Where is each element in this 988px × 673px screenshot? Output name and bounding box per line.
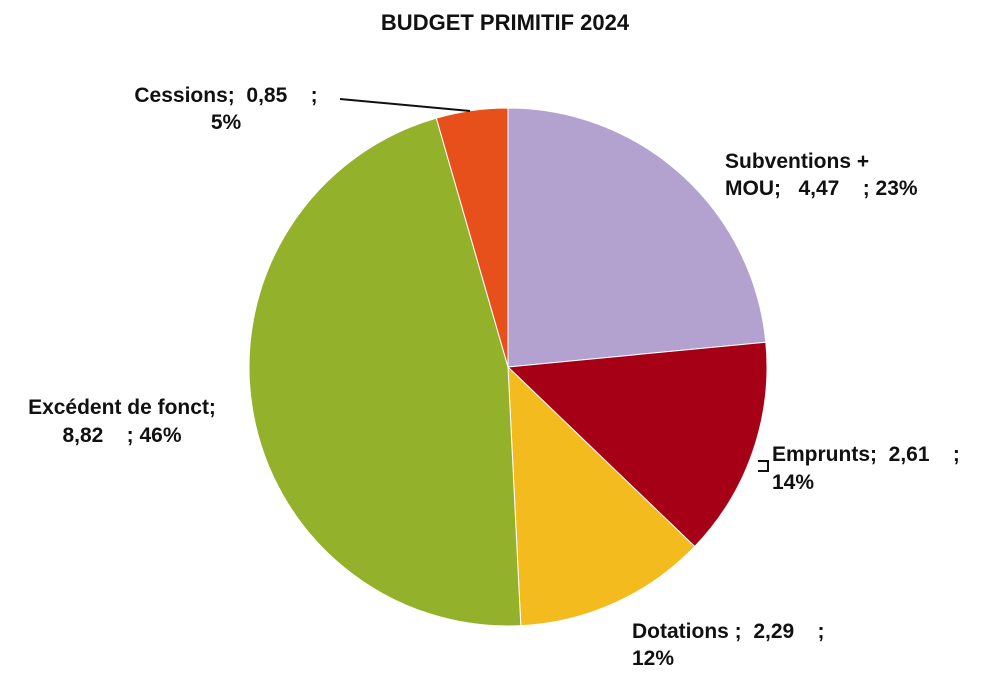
slice-label-cessions: Cessions; 0,85 ; 5% [134, 84, 317, 134]
slice-label-dotations: Dotations ; 2,29 ; 12% [632, 620, 825, 670]
pie-slice-dotations [507, 365, 696, 627]
slice-label-emprunts: Emprunts; 2,61 ; 14% [772, 443, 960, 494]
pie-slice-cessions [435, 107, 509, 368]
slice-label-line: Cessions; 0,85 ; [134, 84, 317, 107]
slice-label-line: Subventions + [725, 150, 869, 173]
slice-label-subventions: Subventions + MOU; 4,47 ; 23% [725, 150, 918, 200]
pie-slice-emprunts [506, 341, 768, 548]
leader-line-cessions [339, 98, 471, 112]
slice-label-line: 5% [211, 111, 242, 134]
slice-label-line: MOU; 4,47 ; 23% [725, 177, 918, 200]
slice-label-line: 14% [772, 471, 814, 494]
slice-label-line: Dotations ; 2,29 ; [632, 620, 825, 643]
leader-lines [339, 98, 769, 472]
slice-label-line: Excédent de fonct; [28, 396, 216, 419]
slice-labels: Subventions + MOU; 4,47 ; 23% Emprunts; 2,… [28, 84, 960, 670]
leader-line-emprunts [758, 460, 769, 472]
chart-title: BUDGET PRIMITIF 2024 [381, 10, 630, 35]
pie-slice-subventions [507, 107, 767, 368]
slice-label-line: 12% [632, 647, 674, 670]
slice-label-line: Emprunts; 2,61 ; [772, 443, 960, 466]
slice-label-line: 8,82 ; 46% [62, 424, 181, 447]
slice-label-excedent: Excédent de fonct; 8,82 ; 46% [28, 396, 216, 447]
pie-slices [248, 107, 768, 627]
pie-slice-excedent [248, 117, 522, 627]
